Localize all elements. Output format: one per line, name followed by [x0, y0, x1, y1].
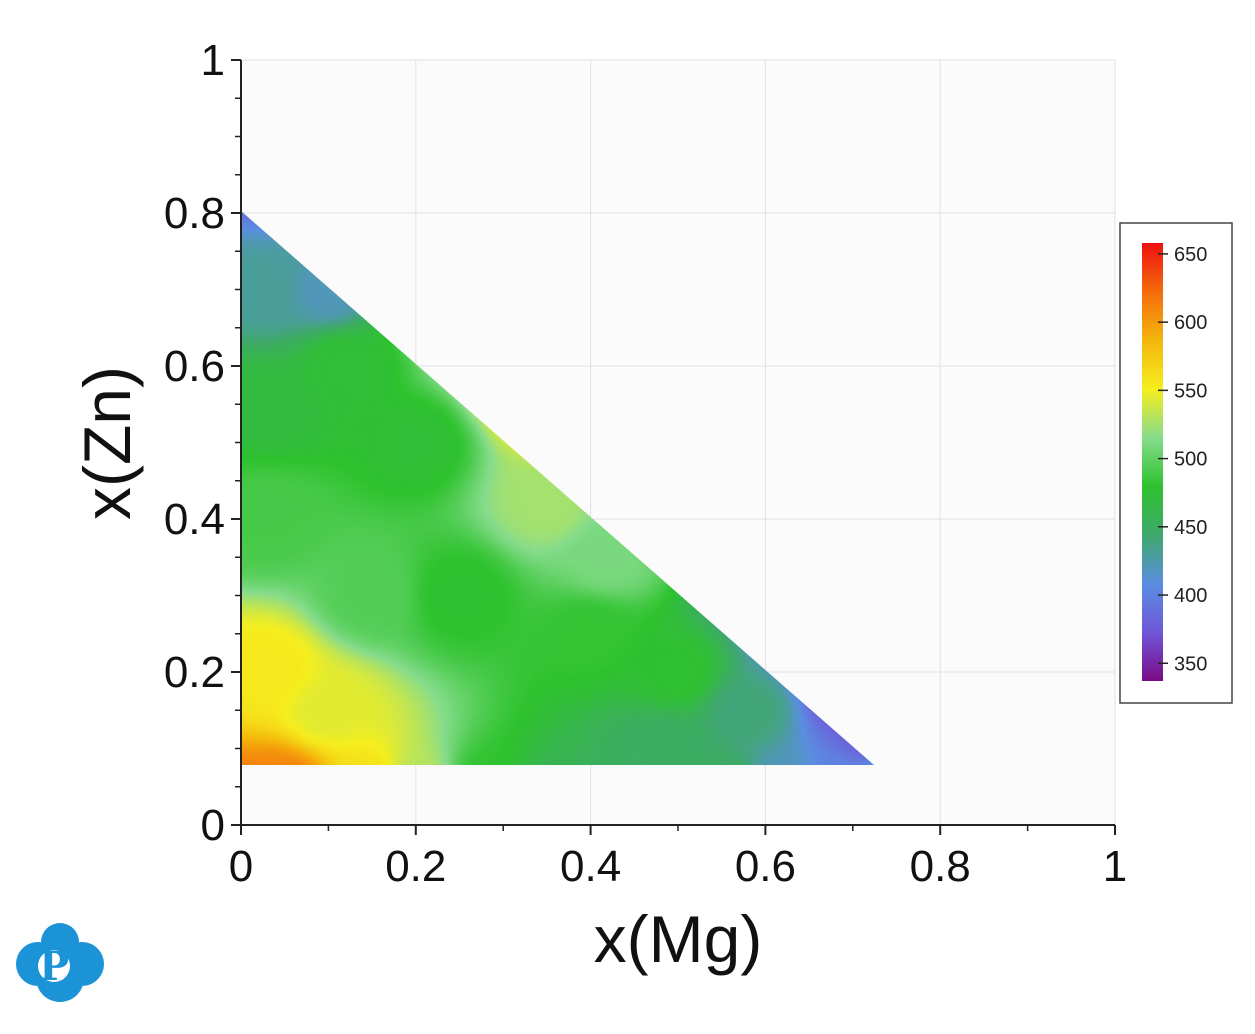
y-tick-label: 0 — [201, 801, 225, 850]
colorbar-tick-label: 500 — [1174, 449, 1207, 471]
x-tick-label: 0 — [229, 842, 253, 891]
colorbar-gradient — [1142, 243, 1163, 681]
x-tick-label: 0.8 — [910, 842, 971, 891]
colorbar-tick-label: 600 — [1174, 312, 1207, 334]
colorbar-tick-label: 550 — [1174, 380, 1207, 402]
x-tick-label: 1 — [1103, 842, 1127, 891]
y-tick-label: 1 — [201, 36, 225, 85]
y-tick-label: 0.4 — [164, 495, 225, 544]
x-axis-title: x(Mg) — [594, 902, 763, 976]
colorbar-tick-label: 350 — [1174, 653, 1207, 675]
colorbar-tick-label: 650 — [1174, 244, 1207, 266]
colorbar-tick-label: 400 — [1174, 585, 1207, 607]
logo-letter: P — [39, 943, 69, 990]
colorbar-frame — [1119, 222, 1233, 704]
x-tick-label: 0.6 — [735, 842, 796, 891]
y-tick-label: 0.2 — [164, 648, 225, 697]
y-tick-label: 0.8 — [164, 189, 225, 238]
y-axis-title: x(Zn) — [70, 366, 144, 520]
x-tick-label: 0.4 — [560, 842, 621, 891]
y-tick-label: 0.6 — [164, 342, 225, 391]
colorbar: 350 400 450 500 550 600 650 — [1119, 222, 1233, 704]
logo-icon: P — [16, 923, 104, 1002]
x-tick-label: 0.2 — [385, 842, 446, 891]
colorbar-tick-label: 450 — [1174, 517, 1207, 539]
